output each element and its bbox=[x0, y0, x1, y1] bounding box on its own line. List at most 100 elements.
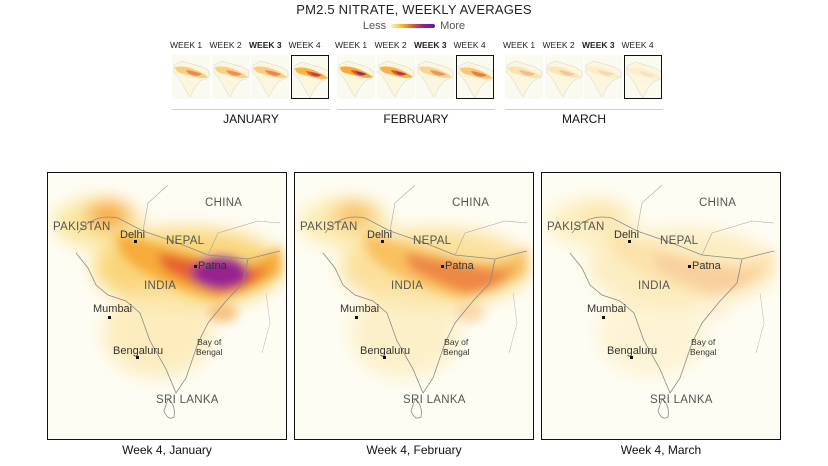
label-pakistan: PAKISTAN bbox=[547, 221, 605, 233]
selected-week-thumbnail bbox=[623, 55, 662, 99]
week-thumbnail bbox=[544, 55, 583, 99]
month-label: MARCH bbox=[562, 112, 606, 126]
label-delhi: Delhi bbox=[120, 229, 146, 241]
thumb-map-graphic bbox=[173, 60, 210, 98]
bengaluru-dot bbox=[383, 356, 386, 359]
month-divider bbox=[337, 109, 495, 110]
label-bay-line2: Bengal bbox=[196, 347, 223, 357]
mumbai-dot bbox=[602, 316, 605, 319]
label-nepal: NEPAL bbox=[660, 235, 699, 247]
label-china: CHINA bbox=[452, 197, 490, 209]
label-nepal: NEPAL bbox=[166, 235, 205, 247]
label-mumbai: Mumbai bbox=[587, 303, 627, 315]
week-label: WEEK 4 bbox=[453, 40, 486, 50]
week-label: WEEK 1 bbox=[170, 40, 203, 50]
label-india: INDIA bbox=[144, 280, 177, 292]
thumb-map-graphic bbox=[585, 60, 622, 98]
label-pakistan: PAKISTAN bbox=[300, 221, 358, 233]
legend-less-label: Less bbox=[362, 20, 387, 32]
week-thumbnail bbox=[416, 55, 454, 99]
week-label: WEEK 4 bbox=[288, 40, 321, 50]
month-divider bbox=[172, 109, 330, 110]
label-bay-line2: Bengal bbox=[443, 347, 470, 357]
map-caption: Week 4, February bbox=[366, 443, 462, 457]
thumb-map-graphic bbox=[458, 61, 493, 98]
label-bay-line1: Bay of bbox=[197, 337, 222, 347]
label-india: INDIA bbox=[391, 280, 424, 292]
label-india: INDIA bbox=[638, 280, 671, 292]
thumb-map-graphic bbox=[506, 60, 543, 98]
mumbai-dot bbox=[108, 316, 111, 319]
selected-week-thumbnail bbox=[455, 55, 494, 99]
week-label: WEEK 1 bbox=[503, 40, 536, 50]
delhi-dot bbox=[381, 240, 384, 243]
legend-more-label: More bbox=[440, 20, 466, 32]
month-label: FEBRUARY bbox=[383, 112, 449, 126]
label-patna: Patna bbox=[198, 260, 227, 272]
map-graphic bbox=[295, 173, 533, 439]
selected-week-thumbnail bbox=[290, 55, 329, 99]
label-bengaluru: Bengaluru bbox=[113, 345, 164, 357]
bengaluru-dot bbox=[136, 356, 139, 359]
label-mumbai: Mumbai bbox=[340, 303, 380, 315]
thumb-map-graphic bbox=[252, 60, 289, 98]
delhi-dot bbox=[134, 240, 137, 243]
delhi-dot bbox=[628, 240, 631, 243]
label-bay-line1: Bay of bbox=[691, 337, 716, 347]
map-panel: CHINA PAKISTAN Delhi NEPAL Patna INDIA Mumbai B… bbox=[541, 172, 781, 440]
week-thumbnail bbox=[376, 55, 415, 99]
bengaluru-dot bbox=[630, 356, 633, 359]
week-label: WEEK 4 bbox=[621, 40, 654, 50]
map-panel: CHINA PAKISTAN Delhi NEPAL Patna INDIA Mumbai B… bbox=[47, 172, 287, 440]
label-bay-of-bengal: Bay of Bengal bbox=[443, 337, 469, 357]
week-thumbnail bbox=[337, 55, 375, 99]
thumb-map-graphic bbox=[378, 60, 414, 98]
figure-title: PM2.5 NITRATE, WEEKLY AVERAGES bbox=[296, 2, 532, 17]
label-sri-lanka: SRI LANKA bbox=[650, 394, 713, 406]
map-graphic bbox=[48, 173, 286, 439]
week-label: WEEK 3 bbox=[414, 40, 447, 50]
thumb-map-graphic bbox=[546, 60, 582, 98]
label-bengaluru: Bengaluru bbox=[360, 345, 411, 357]
mumbai-dot bbox=[355, 316, 358, 319]
thumb-map-graphic bbox=[338, 60, 375, 98]
label-patna: Patna bbox=[445, 260, 474, 272]
thumb-map-graphic bbox=[417, 60, 454, 98]
label-pakistan: PAKISTAN bbox=[53, 221, 111, 233]
week-label: WEEK 3 bbox=[582, 40, 615, 50]
week-label: WEEK 2 bbox=[542, 40, 575, 50]
week-label: WEEK 2 bbox=[209, 40, 242, 50]
label-mumbai: Mumbai bbox=[93, 303, 133, 315]
week-thumbnail bbox=[584, 55, 622, 99]
label-china: CHINA bbox=[699, 197, 737, 209]
thumb-map-graphic bbox=[626, 61, 661, 98]
week-thumbnail bbox=[172, 55, 210, 99]
label-patna: Patna bbox=[692, 260, 721, 272]
thumb-map-graphic bbox=[293, 61, 328, 98]
week-thumbnail bbox=[211, 55, 250, 99]
label-delhi: Delhi bbox=[614, 229, 640, 241]
map-caption: Week 4, January bbox=[122, 443, 212, 457]
patna-dot bbox=[194, 265, 197, 268]
thumb-map-graphic bbox=[213, 60, 249, 98]
label-sri-lanka: SRI LANKA bbox=[156, 394, 219, 406]
week-label: WEEK 3 bbox=[249, 40, 282, 50]
month-divider bbox=[505, 109, 663, 110]
week-label: WEEK 1 bbox=[335, 40, 368, 50]
label-bay-of-bengal: Bay of Bengal bbox=[196, 337, 222, 357]
week-thumbnail bbox=[251, 55, 289, 99]
label-bay-line1: Bay of bbox=[444, 337, 469, 347]
month-label: JANUARY bbox=[223, 112, 279, 126]
week-thumbnail bbox=[505, 55, 543, 99]
label-nepal: NEPAL bbox=[413, 235, 452, 247]
color-legend: Less More bbox=[0, 20, 828, 32]
patna-dot bbox=[688, 265, 691, 268]
week-label: WEEK 2 bbox=[374, 40, 407, 50]
patna-dot bbox=[441, 265, 444, 268]
label-bay-of-bengal: Bay of Bengal bbox=[690, 337, 716, 357]
label-china: CHINA bbox=[205, 197, 243, 209]
map-caption: Week 4, March bbox=[620, 443, 702, 457]
label-bengaluru: Bengaluru bbox=[607, 345, 658, 357]
map-graphic bbox=[542, 173, 780, 439]
legend-gradient-bar bbox=[391, 24, 436, 29]
